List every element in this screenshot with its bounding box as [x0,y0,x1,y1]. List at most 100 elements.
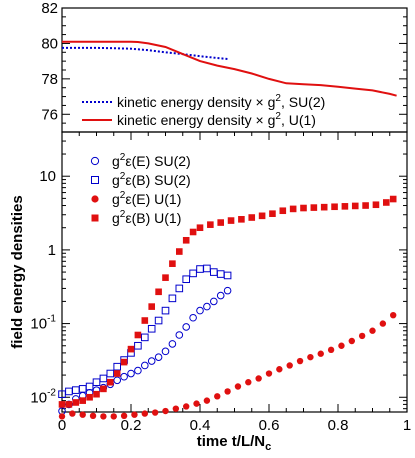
point-filled-square [300,204,307,212]
point-open-square [106,369,115,378]
point-open-square [85,382,94,391]
point-filled-square [182,236,190,244]
point-filled-circle [120,412,128,420]
point-filled-circle [89,412,97,420]
point-filled-square [258,212,266,220]
point-filled-square [227,217,235,224]
point-filled-square [310,204,318,211]
point-filled-circle [214,393,221,400]
point-open-square [147,324,156,333]
point-open-circle [134,366,142,375]
point-filled-square [248,214,256,221]
point-open-circle [203,302,211,311]
point-filled-square [93,390,100,398]
xtick-label: 0.2 [121,417,142,434]
point-filled-square [389,195,397,203]
point-filled-circle [193,400,200,407]
point-open-circle [216,291,225,300]
point-filled-square [372,201,380,209]
point-filled-circle [110,413,117,420]
point-open-square [182,275,190,284]
bottom-y-axis: 10-2 10-1 1 10 [30,140,407,410]
point-open-square [216,270,225,278]
y-axis-label: field energy densities [9,195,26,348]
ytick-label: 10-2 [30,387,56,406]
point-filled-circle [69,410,76,417]
point-open-square [141,333,149,342]
point-open-circle [168,340,177,348]
point-filled-square [148,303,155,310]
top-y-axis: 76 78 80 82 [41,0,407,133]
point-filled-square [100,385,107,393]
top-panel: 76 78 80 82 kinetic energy density × g2, SU… [41,0,408,133]
point-filled-circle [172,405,180,412]
point-filled-square [289,205,297,213]
point-filled-square [351,202,359,210]
point-open-circle [182,323,190,331]
point-open-circle [189,313,197,322]
point-open-circle [120,372,128,381]
point-open-square [223,271,232,280]
legend-marker-b-u1 [91,214,99,222]
ytick-label: 10-1 [30,314,56,333]
point-filled-circle [390,311,397,319]
point-filled-circle [338,342,345,349]
ytick-label: 1 [48,242,56,259]
point-filled-circle [276,366,283,373]
point-open-square [175,284,184,293]
point-filled-circle [79,411,86,418]
point-filled-square [169,260,176,267]
point-filled-circle [358,332,366,340]
point-open-square [65,387,73,396]
point-filled-square [217,219,224,226]
xtick-label: 0.6 [259,417,280,434]
point-open-square [154,316,163,325]
legend-marker-e-u1 [91,195,99,203]
point-filled-circle [203,397,211,404]
point-open-square [134,341,142,350]
point-open-square [99,374,108,383]
point-filled-square [86,393,93,401]
point-open-square [210,268,218,276]
ytick-label: 10 [39,168,56,185]
point-filled-circle [255,375,262,382]
point-filled-circle [245,379,252,386]
point-filled-circle [162,407,169,415]
point-open-circle [147,357,156,365]
point-filled-circle [369,327,376,334]
top-ytick-label: 76 [41,106,58,123]
point-filled-square [362,202,369,209]
top-ytick-label: 82 [41,0,58,17]
point-filled-circle [131,411,138,418]
point-filled-circle [58,413,66,420]
xtick-label: 0 [58,417,66,434]
legend-label-e-su2: g2ε(E) SU(2) [112,152,191,169]
point-open-circle [113,376,121,385]
top-legend: kinetic energy density × g2, SU(2) kinet… [82,93,325,128]
top-ytick-label: 78 [41,71,58,88]
point-filled-square [162,274,169,281]
point-open-square [78,385,87,393]
point-filled-square [155,288,162,296]
point-filled-square [331,203,338,211]
point-filled-square [196,224,204,232]
point-filled-circle [286,362,293,369]
x-axis-label: time t/L/Nc [197,433,271,453]
point-open-square [72,386,80,394]
point-filled-square [127,345,135,353]
point-filled-circle [183,403,190,410]
legend-label-su2-kinetic: kinetic energy density × g2, SU(2) [117,93,325,110]
top-series [62,40,397,97]
legend-label-b-su2: g2ε(B) SU(2) [112,171,191,188]
point-filled-square [238,216,245,223]
point-filled-square [269,210,276,217]
point-open-square [92,378,101,387]
point-filled-circle [348,337,355,345]
legend-marker-b-su2 [91,176,99,184]
point-open-circle [210,297,218,306]
point-filled-circle [100,413,107,420]
point-filled-square [72,399,80,406]
point-filled-circle [296,357,304,365]
point-filled-square [320,203,328,211]
